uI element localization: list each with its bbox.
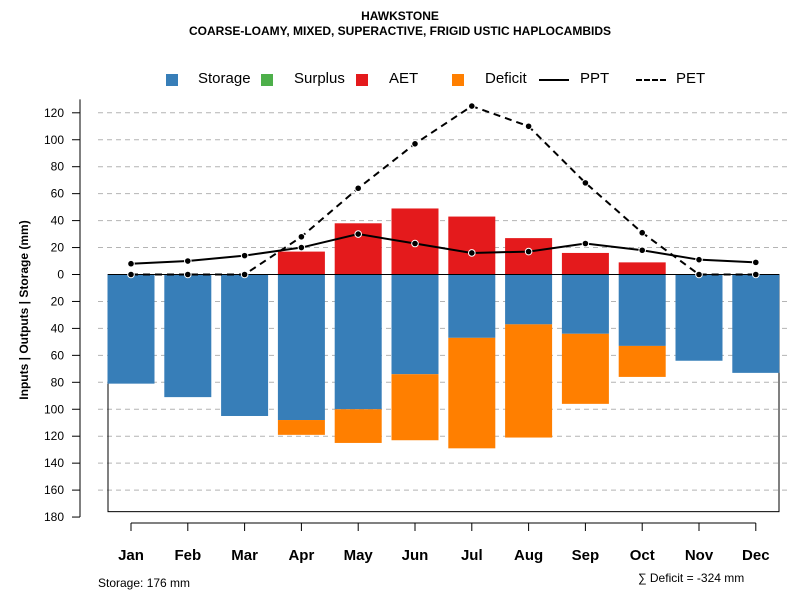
y-tick-label: 100 [44, 402, 64, 416]
y-tick-label: 40 [51, 214, 65, 228]
deficit-bar [561, 333, 609, 404]
pet-point [524, 122, 533, 131]
y-axis-label: Inputs | Outputs | Storage (mm) [17, 220, 31, 399]
y-tick-label: 120 [44, 106, 64, 120]
ppt-point [752, 258, 760, 267]
deficit-bar [334, 409, 382, 443]
x-tick-label: Feb [174, 547, 201, 564]
y-tick-label: 20 [51, 294, 65, 308]
storage-bar [561, 274, 609, 334]
ppt-point [354, 230, 363, 238]
pet-point [468, 102, 476, 110]
storage-bar [675, 274, 723, 361]
storage-bar [448, 274, 496, 338]
y-tick-label: 0 [57, 268, 64, 282]
y-tick-label: 140 [44, 456, 64, 470]
pet-point [638, 228, 647, 237]
legend-deficit-swatch [452, 74, 464, 86]
pet-point [581, 179, 590, 187]
storage-bar [334, 274, 382, 410]
deficit-bar [277, 420, 325, 435]
pet-point [354, 184, 363, 193]
y-tick-label: 80 [51, 160, 65, 174]
ppt-point [411, 239, 419, 248]
y-tick-label: 20 [51, 241, 65, 255]
aet-bar [448, 216, 496, 275]
ppt-point [638, 246, 647, 255]
legend-storage-swatch [166, 74, 178, 86]
legend-surplus-swatch [261, 74, 273, 86]
pet-point [695, 270, 703, 279]
x-tick-label: Nov [685, 547, 714, 564]
chart-title: HAWKSTONE [361, 9, 439, 23]
x-tick-label: Dec [742, 547, 770, 564]
storage-bar [107, 274, 155, 384]
x-tick-label: Jul [461, 547, 483, 564]
x-tick-label: Jun [402, 547, 429, 564]
y-tick-label: 60 [51, 348, 65, 362]
x-tick-label: Apr [288, 547, 314, 564]
storage-bar [732, 274, 780, 373]
x-tick-label: Sep [572, 547, 600, 564]
legend-aet-swatch [356, 74, 368, 86]
deficit-bar [505, 324, 553, 438]
x-tick-label: Jan [118, 547, 144, 564]
aet-bar [561, 252, 609, 275]
deficit-bar [448, 337, 496, 449]
ppt-point [297, 243, 306, 252]
pet-point [411, 139, 419, 148]
legend-pet-label: PET [676, 70, 706, 87]
storage-bar [277, 274, 325, 421]
pet-point [127, 270, 135, 279]
ppt-point [468, 249, 476, 257]
legend-pet-line [636, 79, 666, 81]
ppt-line [130, 233, 756, 265]
pet-line [131, 104, 756, 276]
ppt-point [127, 259, 135, 268]
y-tick-label: 60 [51, 187, 65, 201]
x-tick-label: May [344, 547, 374, 564]
ppt-point [581, 239, 590, 248]
ppt-point [524, 247, 533, 256]
legend-ppt-line [539, 79, 569, 81]
pet-point [752, 270, 760, 279]
deficit-note: ∑ Deficit = -324 mm [638, 571, 745, 585]
x-tick-label: Mar [231, 547, 258, 564]
y-tick-label: 180 [44, 510, 64, 524]
deficit-bar [391, 374, 439, 441]
storage-note: Storage: 176 mm [98, 576, 191, 590]
y-tick-label: 40 [51, 321, 65, 335]
legend-deficit-label: Deficit [485, 70, 527, 87]
deficit-bar [618, 345, 666, 377]
aet-bar [618, 262, 666, 275]
storage-bar [618, 274, 666, 346]
pet-point [184, 270, 192, 279]
legend-ppt-label: PPT [580, 70, 610, 87]
pet-point [297, 232, 306, 241]
pet-point [240, 270, 249, 279]
y-tick-label: 80 [51, 375, 65, 389]
x-tick-label: Oct [630, 547, 655, 564]
ppt-point [240, 251, 249, 260]
ppt-point [184, 257, 192, 265]
chart-subtitle: COARSE-LOAMY, MIXED, SUPERACTIVE, FRIGID… [188, 24, 612, 38]
y-tick-label: 100 [44, 133, 64, 147]
legend-storage-label: Storage [198, 70, 251, 87]
legend-surplus-label: Surplus [294, 70, 345, 87]
aet-bar [505, 238, 553, 275]
storage-bar [505, 274, 553, 325]
x-tick-label: Aug [514, 547, 543, 564]
storage-bar [391, 274, 439, 375]
y-tick-label: 120 [44, 429, 64, 443]
aet-bar [277, 251, 325, 275]
y-tick-label: 160 [44, 483, 64, 497]
ppt-point [695, 255, 703, 264]
storage-bar [221, 274, 269, 416]
legend-aet-label: AET [389, 70, 419, 87]
storage-bar [164, 274, 212, 398]
